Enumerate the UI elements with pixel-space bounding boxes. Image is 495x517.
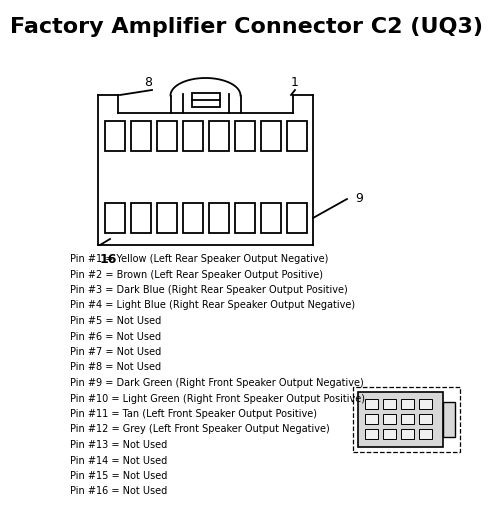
Bar [383, 399, 396, 409]
Bar [260, 121, 281, 151]
Bar [401, 399, 414, 409]
Bar [235, 121, 254, 151]
Text: Pin #15 = Not Used: Pin #15 = Not Used [70, 471, 167, 481]
Text: Pin #12 = Grey (Left Front Speaker Output Negative): Pin #12 = Grey (Left Front Speaker Outpu… [70, 424, 330, 434]
Text: 8: 8 [144, 75, 152, 88]
Text: Pin #14 = Not Used: Pin #14 = Not Used [70, 455, 167, 465]
Bar [401, 429, 414, 439]
Text: Pin #8 = Not Used: Pin #8 = Not Used [70, 362, 161, 373]
Text: 1: 1 [291, 75, 299, 88]
Bar [353, 387, 460, 452]
Bar [208, 121, 229, 151]
Bar [419, 414, 432, 424]
Bar [383, 429, 396, 439]
Text: Pin #3 = Dark Blue (Right Rear Speaker Output Positive): Pin #3 = Dark Blue (Right Rear Speaker O… [70, 285, 348, 295]
Text: Pin #5 = Not Used: Pin #5 = Not Used [70, 316, 161, 326]
Bar [365, 414, 378, 424]
Bar [131, 121, 150, 151]
Text: Factory Amplifier Connector C2 (UQ3): Factory Amplifier Connector C2 (UQ3) [10, 17, 484, 37]
Text: 16: 16 [100, 253, 117, 266]
Bar [192, 93, 219, 107]
Text: Pin #6 = Not Used: Pin #6 = Not Used [70, 331, 161, 342]
Text: Pin #4 = Light Blue (Right Rear Speaker Output Negative): Pin #4 = Light Blue (Right Rear Speaker … [70, 300, 355, 311]
Text: Pin #2 = Brown (Left Rear Speaker Output Positive): Pin #2 = Brown (Left Rear Speaker Output… [70, 269, 323, 280]
Bar [383, 414, 396, 424]
Bar [183, 121, 202, 151]
Bar [131, 203, 150, 233]
Text: Pin #10 = Light Green (Right Front Speaker Output Positive): Pin #10 = Light Green (Right Front Speak… [70, 393, 365, 403]
Bar [401, 414, 414, 424]
Text: Pin #7 = Not Used: Pin #7 = Not Used [70, 347, 161, 357]
Text: Pin #13 = Not Used: Pin #13 = Not Used [70, 440, 167, 450]
Bar [287, 203, 306, 233]
Bar [419, 399, 432, 409]
Text: Pin #11 = Tan (Left Front Speaker Output Positive): Pin #11 = Tan (Left Front Speaker Output… [70, 409, 317, 419]
Bar [260, 203, 281, 233]
Text: Pin #16 = Not Used: Pin #16 = Not Used [70, 486, 167, 496]
Bar [156, 203, 177, 233]
Bar [443, 402, 455, 437]
Bar [419, 429, 432, 439]
Text: Pin #9 = Dark Green (Right Front Speaker Output Negative): Pin #9 = Dark Green (Right Front Speaker… [70, 378, 364, 388]
Text: Pin #1 = Yellow (Left Rear Speaker Output Negative): Pin #1 = Yellow (Left Rear Speaker Outpu… [70, 254, 328, 264]
Bar [156, 121, 177, 151]
Bar [365, 429, 378, 439]
Bar [208, 203, 229, 233]
Bar [183, 203, 202, 233]
Bar [104, 203, 125, 233]
Text: 9: 9 [355, 192, 363, 205]
Bar [235, 203, 254, 233]
Bar [358, 392, 443, 447]
Bar [287, 121, 306, 151]
Bar [365, 399, 378, 409]
Bar [104, 121, 125, 151]
